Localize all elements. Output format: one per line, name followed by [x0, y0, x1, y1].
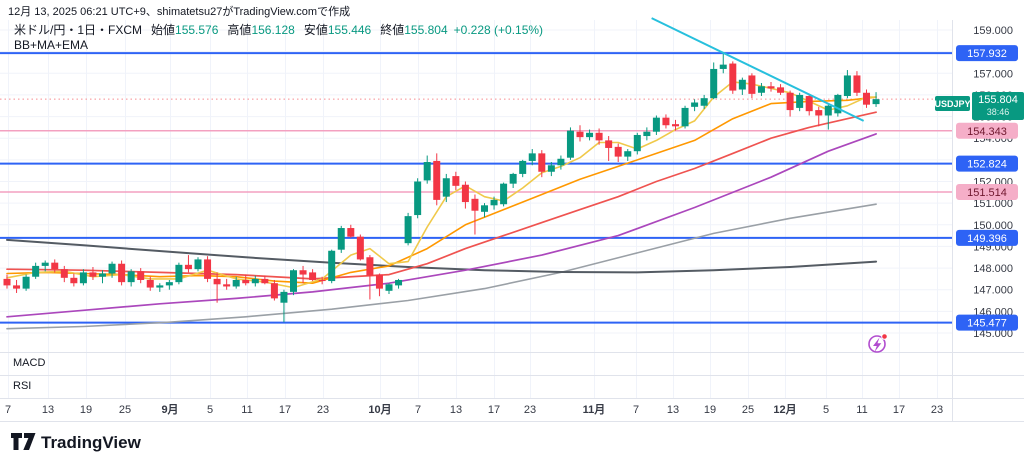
svg-text:17: 17 [893, 404, 905, 416]
legend-change-value: +0.228 (+0.15%) [453, 23, 544, 37]
svg-text:13: 13 [42, 404, 54, 416]
ema-orange-line[interactable] [6, 96, 877, 285]
rsi-pane-label[interactable]: RSI [13, 380, 32, 392]
flash-icon[interactable] [868, 333, 888, 353]
svg-text:7: 7 [5, 404, 11, 416]
svg-text:USDJPY: USDJPY [934, 99, 970, 109]
tradingview-logo[interactable]: TradingView [10, 430, 180, 459]
svg-text:145.000: 145.000 [973, 328, 1013, 340]
svg-text:13: 13 [450, 404, 462, 416]
svg-text:157.000: 157.000 [973, 68, 1013, 80]
candles[interactable] [3, 53, 880, 323]
svg-text:11: 11 [856, 404, 867, 416]
level-price-tag: 145.477 [956, 314, 1018, 331]
svg-text:13: 13 [667, 404, 679, 416]
legend-symbol-title[interactable]: 米ドル/円・1日・FXCM [14, 23, 143, 37]
trendline[interactable] [651, 17, 865, 122]
attribution-text: 12月 13, 2025 06:21 UTC+9、shimatetsu27がTr… [8, 6, 351, 18]
svg-text:157.932: 157.932 [967, 48, 1007, 60]
svg-text:17: 17 [279, 404, 291, 416]
level-price-tag: 151.514 [956, 184, 1018, 201]
svg-text:19: 19 [80, 404, 92, 416]
notification-dot [881, 333, 888, 340]
svg-text:151.000: 151.000 [973, 198, 1013, 210]
svg-text:12月: 12月 [773, 403, 796, 416]
svg-text:151.514: 151.514 [967, 187, 1007, 199]
svg-text:155.804: 155.804 [978, 94, 1018, 106]
svg-text:145.477: 145.477 [967, 318, 1007, 330]
svg-text:23: 23 [931, 404, 943, 416]
svg-text:150.000: 150.000 [973, 220, 1013, 232]
svg-text:147.000: 147.000 [973, 285, 1013, 297]
chart-legend[interactable]: 米ドル/円・1日・FXCM 始値155.576 高値156.128 安値155.446… [14, 23, 543, 38]
svg-text:11月: 11月 [583, 403, 606, 416]
svg-text:7: 7 [633, 404, 639, 416]
svg-text:10月: 10月 [368, 403, 391, 416]
svg-text:19: 19 [704, 404, 716, 416]
svg-text:148.000: 148.000 [973, 263, 1013, 275]
level-price-tag: 154.343 [956, 122, 1018, 139]
legend-open-value: 155.576 [175, 23, 219, 37]
countdown-timer: 38:46 [987, 107, 1010, 117]
svg-text:149.396: 149.396 [967, 233, 1007, 245]
legend-low-label: 安値 [303, 23, 328, 37]
legend-indicator[interactable]: BB+MA+EMA [14, 38, 89, 52]
legend-low-value: 155.446 [327, 23, 372, 37]
tradingview-logo-mark [11, 433, 36, 450]
bb-lower-gray-line[interactable] [6, 203, 877, 330]
symbol-price-tag[interactable]: USDJPY [934, 96, 971, 111]
svg-text:23: 23 [524, 404, 536, 416]
level-price-tag: 152.824 [956, 155, 1018, 172]
legend-open-label: 始値 [151, 23, 176, 37]
ma-purple-line[interactable] [6, 133, 877, 318]
svg-text:17: 17 [488, 404, 500, 416]
time-axis[interactable]: 7 13 19 25 9月 5 11 17 23 10月 7 13 17 23 11月 7 13 19 25 12月 5… [5, 403, 943, 416]
svg-text:5: 5 [823, 404, 829, 416]
macd-pane-label[interactable]: MACD [13, 357, 46, 369]
legend-high-label: 高値 [227, 23, 252, 37]
svg-text:7: 7 [415, 404, 421, 416]
svg-text:23: 23 [317, 404, 329, 416]
legend-high-value: 156.128 [251, 23, 295, 37]
svg-text:154.343: 154.343 [967, 126, 1007, 138]
svg-text:9月: 9月 [161, 403, 178, 416]
svg-text:25: 25 [119, 404, 131, 416]
tradingview-logo-text: TradingView [41, 433, 142, 452]
svg-text:152.824: 152.824 [967, 159, 1007, 171]
svg-text:5: 5 [207, 404, 213, 416]
price-scale[interactable]: 159.000158.000157.000156.000155.000154.0… [973, 25, 1013, 340]
bb-upper-gray-line[interactable] [6, 238, 878, 274]
legend-close-label: 終値 [380, 23, 405, 37]
level-price-tag: 149.396 [956, 229, 1018, 246]
svg-text:25: 25 [742, 404, 754, 416]
svg-text:11: 11 [241, 404, 252, 416]
level-price-tag: 157.932 [956, 45, 1018, 62]
svg-text:159.000: 159.000 [973, 25, 1013, 37]
ma-red-line[interactable] [6, 111, 877, 280]
legend-close-value: 155.804 [404, 23, 448, 37]
